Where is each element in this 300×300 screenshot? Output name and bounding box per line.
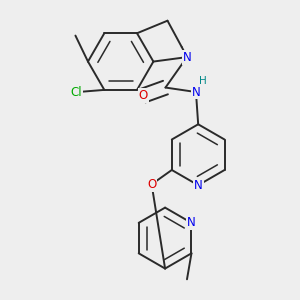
Text: O: O bbox=[139, 89, 148, 102]
Text: N: N bbox=[183, 51, 191, 64]
Text: N: N bbox=[194, 179, 203, 192]
Text: N: N bbox=[187, 216, 196, 230]
Text: N: N bbox=[192, 85, 200, 98]
Text: Cl: Cl bbox=[71, 85, 82, 99]
Text: O: O bbox=[147, 178, 156, 191]
Text: H: H bbox=[199, 76, 206, 86]
